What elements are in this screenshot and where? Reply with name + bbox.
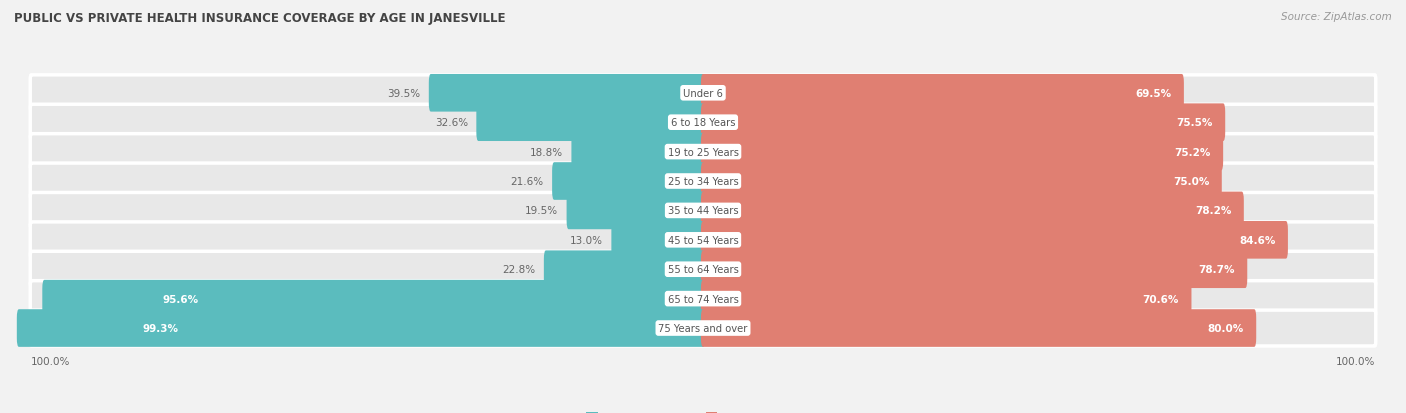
Text: 65 to 74 Years: 65 to 74 Years xyxy=(668,294,738,304)
Text: 39.5%: 39.5% xyxy=(388,88,420,99)
Text: 70.6%: 70.6% xyxy=(1143,294,1180,304)
FancyBboxPatch shape xyxy=(42,280,704,318)
FancyBboxPatch shape xyxy=(702,309,1256,347)
Text: Source: ZipAtlas.com: Source: ZipAtlas.com xyxy=(1281,12,1392,22)
Legend: Public Insurance, Private Insurance: Public Insurance, Private Insurance xyxy=(582,408,824,413)
FancyBboxPatch shape xyxy=(567,192,704,230)
FancyBboxPatch shape xyxy=(702,75,1184,112)
FancyBboxPatch shape xyxy=(429,75,704,112)
Text: PUBLIC VS PRIVATE HEALTH INSURANCE COVERAGE BY AGE IN JANESVILLE: PUBLIC VS PRIVATE HEALTH INSURANCE COVER… xyxy=(14,12,506,25)
Text: 84.6%: 84.6% xyxy=(1239,235,1275,245)
Text: 55 to 64 Years: 55 to 64 Years xyxy=(668,265,738,275)
FancyBboxPatch shape xyxy=(31,105,1375,141)
FancyBboxPatch shape xyxy=(702,280,1191,318)
FancyBboxPatch shape xyxy=(31,222,1375,258)
Text: 100.0%: 100.0% xyxy=(31,356,70,366)
FancyBboxPatch shape xyxy=(31,281,1375,317)
FancyBboxPatch shape xyxy=(702,192,1244,230)
FancyBboxPatch shape xyxy=(31,310,1375,346)
FancyBboxPatch shape xyxy=(702,251,1247,288)
Text: 95.6%: 95.6% xyxy=(163,294,200,304)
Text: 78.2%: 78.2% xyxy=(1195,206,1232,216)
Text: 32.6%: 32.6% xyxy=(434,118,468,128)
FancyBboxPatch shape xyxy=(612,221,704,259)
FancyBboxPatch shape xyxy=(31,193,1375,229)
FancyBboxPatch shape xyxy=(31,252,1375,287)
Text: 19 to 25 Years: 19 to 25 Years xyxy=(668,147,738,157)
Text: 22.8%: 22.8% xyxy=(502,265,536,275)
FancyBboxPatch shape xyxy=(702,163,1222,200)
FancyBboxPatch shape xyxy=(702,133,1223,171)
Text: 75.2%: 75.2% xyxy=(1174,147,1211,157)
FancyBboxPatch shape xyxy=(31,134,1375,170)
Text: 18.8%: 18.8% xyxy=(530,147,564,157)
Text: 75.5%: 75.5% xyxy=(1177,118,1213,128)
Text: 35 to 44 Years: 35 to 44 Years xyxy=(668,206,738,216)
Text: 13.0%: 13.0% xyxy=(569,235,603,245)
FancyBboxPatch shape xyxy=(571,133,704,171)
Text: 80.0%: 80.0% xyxy=(1208,323,1244,333)
Text: 45 to 54 Years: 45 to 54 Years xyxy=(668,235,738,245)
Text: 78.7%: 78.7% xyxy=(1198,265,1234,275)
FancyBboxPatch shape xyxy=(31,164,1375,199)
FancyBboxPatch shape xyxy=(477,104,704,142)
Text: 75 Years and over: 75 Years and over xyxy=(658,323,748,333)
Text: 21.6%: 21.6% xyxy=(510,177,544,187)
Text: 75.0%: 75.0% xyxy=(1173,177,1209,187)
Text: 25 to 34 Years: 25 to 34 Years xyxy=(668,177,738,187)
Text: 6 to 18 Years: 6 to 18 Years xyxy=(671,118,735,128)
Text: 99.3%: 99.3% xyxy=(142,323,179,333)
FancyBboxPatch shape xyxy=(544,251,704,288)
FancyBboxPatch shape xyxy=(31,76,1375,112)
Text: 19.5%: 19.5% xyxy=(526,206,558,216)
FancyBboxPatch shape xyxy=(702,104,1225,142)
FancyBboxPatch shape xyxy=(702,221,1288,259)
Text: 69.5%: 69.5% xyxy=(1136,88,1171,99)
FancyBboxPatch shape xyxy=(17,309,704,347)
FancyBboxPatch shape xyxy=(553,163,704,200)
Text: 100.0%: 100.0% xyxy=(1336,356,1375,366)
Text: Under 6: Under 6 xyxy=(683,88,723,99)
